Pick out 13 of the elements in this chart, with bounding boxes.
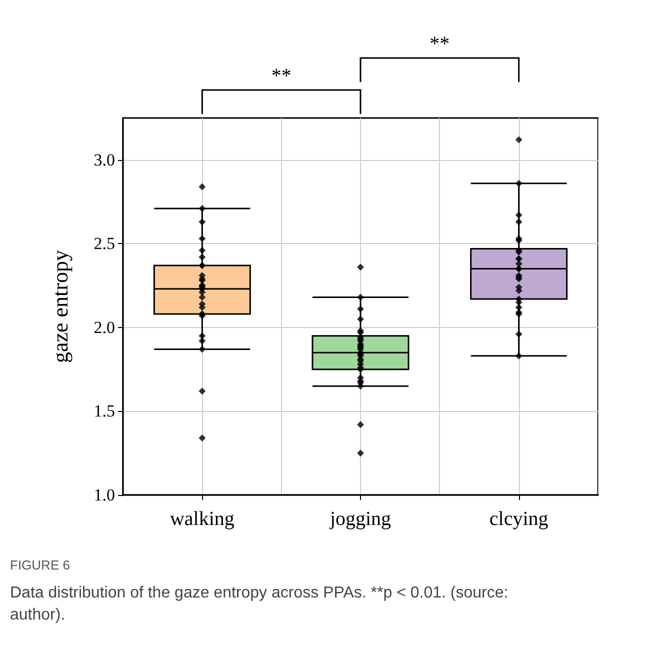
text: ** bbox=[271, 65, 292, 87]
y-tick-label: 2.5 bbox=[94, 234, 115, 254]
x-tick-label: walking bbox=[170, 508, 234, 530]
y-tick-label: 1.5 bbox=[94, 402, 115, 421]
x-tick-label: clcying bbox=[489, 508, 548, 530]
y-tick-label: 3.0 bbox=[94, 150, 115, 170]
caption: FIGURE 6 bbox=[10, 558, 70, 572]
y-tick-label: 1.0 bbox=[94, 486, 115, 504]
text: Data distribution of the gaze entropy across PPAs. **p < 0.01. (source: author). bbox=[10, 584, 513, 624]
x-tick-label: jogging bbox=[328, 508, 392, 530]
y-axis-title: gaze entropy bbox=[48, 250, 72, 363]
y-tick-label: 2.0 bbox=[94, 318, 115, 337]
text: ** bbox=[430, 33, 450, 55]
